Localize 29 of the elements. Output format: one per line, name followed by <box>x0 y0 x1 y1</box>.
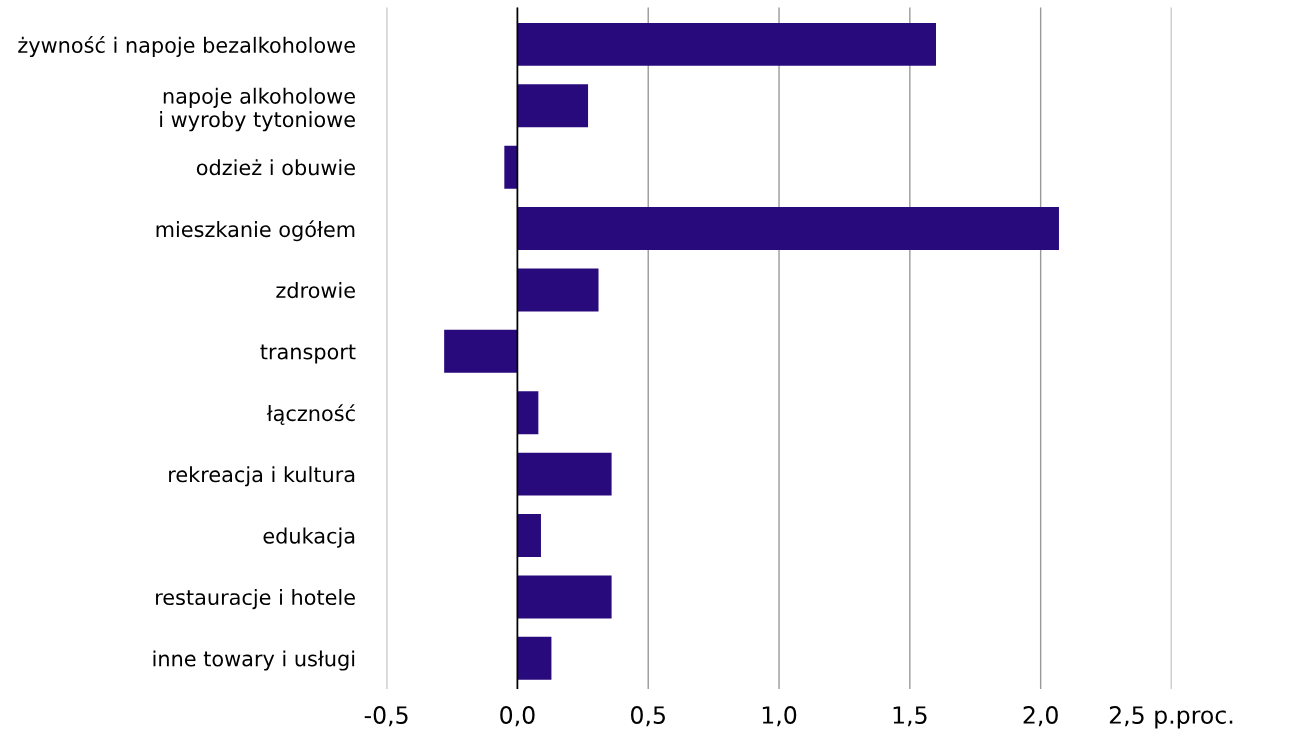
bar <box>517 207 1059 251</box>
x-tick-label: 2,0 <box>1023 706 1058 727</box>
bar <box>517 636 552 680</box>
bar <box>517 268 599 312</box>
y-tick-label: łączność <box>266 404 355 425</box>
bar <box>444 329 518 373</box>
y-tick-label: transport <box>260 344 356 364</box>
x-tick-label: 0,0 <box>500 706 535 727</box>
x-tick-label: 2,5 p.proc. <box>1109 706 1233 729</box>
bar <box>504 145 518 189</box>
bar <box>517 84 589 128</box>
y-tick-label: mieszkanie ogółem <box>156 220 355 242</box>
y-tick-label: odzież i obuwie <box>196 159 355 176</box>
bar <box>517 514 541 557</box>
y-tick-label: rekreacja i kultura <box>169 466 355 487</box>
bar <box>517 452 612 496</box>
y-tick-label: zdrowie <box>276 282 355 299</box>
x-tick-label: 1,5 <box>893 706 927 727</box>
bar <box>517 22 936 66</box>
bar <box>517 391 539 435</box>
y-tick-label: napoje alkoholowe i wyroby tytoniowe <box>160 87 355 132</box>
bar <box>517 575 612 619</box>
x-tick-label: -0,5 <box>364 706 408 727</box>
y-tick-label: edukacja <box>263 527 355 548</box>
x-tick-label: 1,0 <box>762 706 797 727</box>
y-tick-label: żywność i napoje bezalkoholowe <box>18 36 355 58</box>
x-tick-label: 0,5 <box>631 706 665 727</box>
y-tick-label: restauracje i hotele <box>156 588 355 610</box>
y-tick-label: inne towary i usługi <box>153 650 355 671</box>
